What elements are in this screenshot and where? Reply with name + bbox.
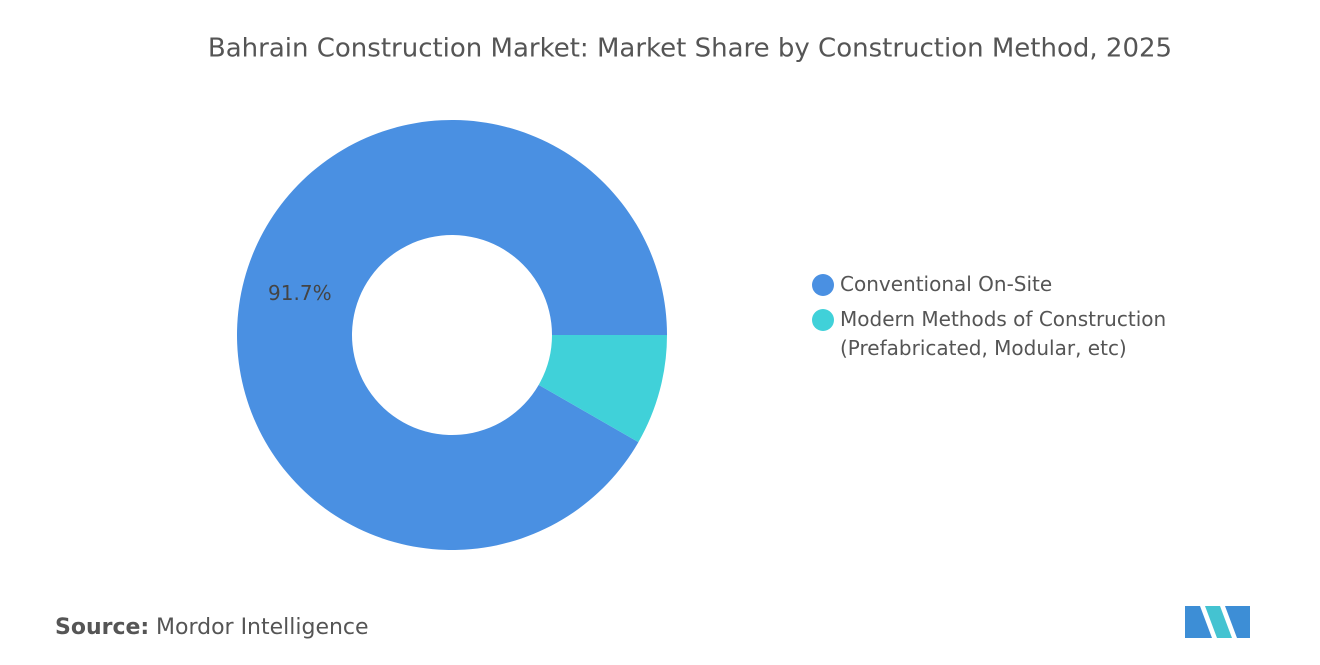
donut-segment <box>538 335 667 443</box>
source: Mordor Intelligence <box>156 615 369 640</box>
data-label: 91.7% <box>268 281 332 305</box>
donut-segment <box>237 119 667 550</box>
source-label: Source: <box>55 615 149 640</box>
legend-label: Modern Methods of Construction (Prefabri… <box>840 307 1167 360</box>
legend-swatch <box>812 309 834 331</box>
chart-title: Bahrain Construction Market: Market Shar… <box>208 34 1172 64</box>
legend-item: Modern Methods of Construction (Prefabri… <box>812 305 1192 363</box>
legend-swatch <box>812 274 834 296</box>
legend-item: Conventional On-Site <box>812 270 1192 299</box>
legend-label: Conventional On-Site <box>840 272 1053 296</box>
legend: Conventional On-Site Modern Methods of Co… <box>812 270 1192 369</box>
logo <box>1185 606 1250 638</box>
